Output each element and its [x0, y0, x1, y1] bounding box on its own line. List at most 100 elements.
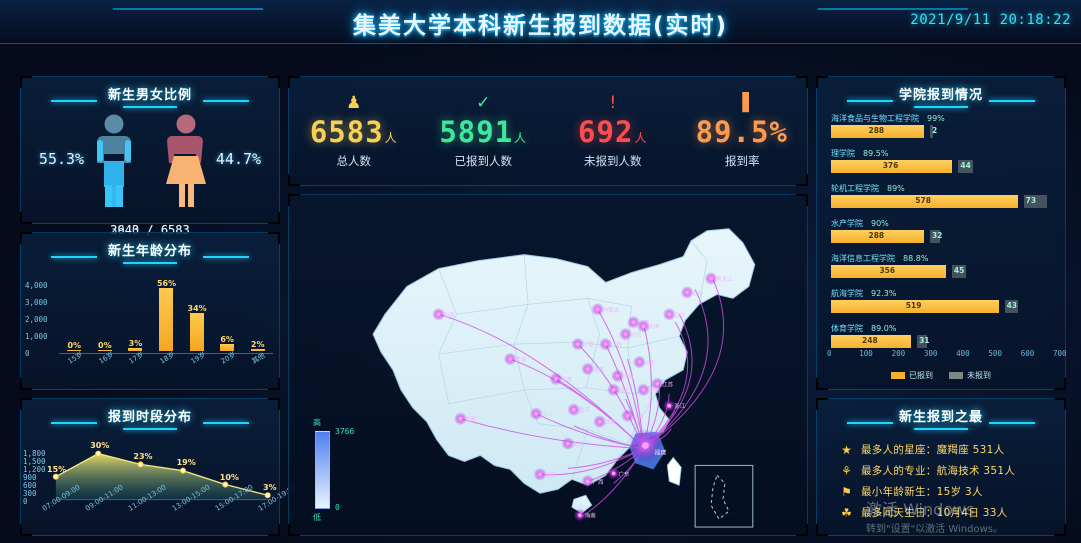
- province-node[interactable]: [623, 332, 628, 337]
- record-item: ★ 最多人的星座：魔羯座 531人: [839, 439, 1053, 460]
- legend-item[interactable]: 已报到: [891, 370, 933, 381]
- people-icon: ♟: [346, 93, 362, 113]
- college-bar-done[interactable]: [831, 160, 953, 173]
- female-stat: 44.7% 2943 / 6583: [110, 111, 261, 237]
- bar-value-label: 6%: [220, 335, 234, 345]
- province-node[interactable]: [667, 403, 672, 408]
- college-bar-done[interactable]: [831, 300, 999, 313]
- province-node[interactable]: [577, 513, 582, 518]
- college-name: 理学院: [831, 149, 855, 158]
- college-axis-tick: 300: [923, 349, 938, 358]
- data-point: [222, 481, 229, 488]
- province-node[interactable]: [655, 382, 660, 386]
- male-stat: 55.3% 3640 / 6583: [39, 111, 190, 237]
- college-bar-done[interactable]: [831, 230, 924, 243]
- province-label: 吉林: [692, 289, 703, 297]
- province-node[interactable]: [575, 342, 580, 347]
- x-axis-line: [59, 353, 273, 354]
- province-node[interactable]: [641, 387, 646, 392]
- data-point: [95, 450, 102, 457]
- province-node[interactable]: [554, 377, 558, 381]
- china-map-svg[interactable]: 新疆内蒙古黑龙江吉林辽宁北京天津河北山西陕西甘肃青海宁夏四川重庆贵州云南广西广东…: [289, 195, 807, 535]
- college-row: 体育学院 89.0% 248 31: [831, 323, 1055, 349]
- province-node[interactable]: [641, 324, 646, 329]
- college-bar-missing[interactable]: [917, 335, 928, 348]
- bar-value-label: 2%: [250, 339, 265, 349]
- realtime-clock: 2021/9/11 20:18:22: [910, 12, 1071, 28]
- province-node[interactable]: [685, 290, 690, 295]
- kpi-card: ! 692人 未报到人数: [548, 93, 678, 169]
- province-node[interactable]: [625, 413, 630, 418]
- province-node[interactable]: [595, 307, 600, 312]
- province-node[interactable]: [637, 360, 642, 364]
- province-node[interactable]: [631, 320, 636, 325]
- y-tick-label: 1,000: [25, 332, 48, 341]
- college-bar-missing[interactable]: [958, 160, 973, 173]
- province-node[interactable]: [565, 441, 570, 446]
- bar: [158, 288, 174, 351]
- college-bar-track: 519 43: [831, 300, 1055, 313]
- china-map-panel[interactable]: 新疆内蒙古黑龙江吉林辽宁北京天津河北山西陕西甘肃青海宁夏四川重庆贵州云南广西广东…: [288, 194, 808, 536]
- college-bar-done[interactable]: [831, 335, 912, 348]
- y-tick-label: 600: [23, 481, 37, 490]
- province-node[interactable]: [538, 472, 542, 477]
- province-node[interactable]: [571, 407, 576, 412]
- college-missing-value: 45: [953, 266, 965, 275]
- title-decoration: [29, 256, 271, 266]
- college-name-row: 海洋食品与生物工程学院 99%: [831, 113, 1055, 124]
- province-node[interactable]: [534, 411, 538, 416]
- bar-value-label: 56%: [156, 279, 177, 289]
- college-bar-missing[interactable]: [929, 125, 933, 138]
- college-name-row: 航海学院 92.3%: [831, 288, 1055, 299]
- point-value-label: 10%: [219, 472, 239, 482]
- gender-panel-title: 新生男女比例: [107, 88, 192, 103]
- data-point: [137, 461, 144, 468]
- college-axis-tick: 600: [1020, 349, 1035, 358]
- age-bar-chart: 0 1,000 2,000 3,000 4,000 0% 15岁 0% 16岁 3% 17岁 56% 1…: [21, 267, 279, 389]
- college-bar-track: 356 45: [831, 265, 1055, 278]
- point-value-label: 3%: [263, 483, 277, 493]
- college-bar-done[interactable]: [831, 125, 924, 138]
- province-node[interactable]: [603, 342, 608, 347]
- province-node[interactable]: [458, 416, 463, 421]
- college-checkin-panel: 学院报到情况 海洋食品与生物工程学院 99% 288 2 理学院 89.5% 376 44 轮机…: [816, 76, 1067, 390]
- province-node[interactable]: [597, 419, 602, 424]
- college-done-value: 356: [879, 266, 896, 275]
- college-bar-missing[interactable]: [951, 265, 967, 278]
- college-bar-done[interactable]: [831, 195, 1018, 208]
- college-missing-value: 2: [931, 126, 938, 135]
- college-done-value: 578: [915, 196, 931, 205]
- province-node[interactable]: [585, 367, 590, 371]
- college-row: 理学院 89.5% 376 44: [831, 148, 1055, 174]
- college-name: 海洋信息工程学院: [831, 254, 895, 263]
- legend-item[interactable]: 未报到: [949, 370, 991, 381]
- y-tick-label: 300: [23, 489, 37, 498]
- province-node[interactable]: [436, 312, 441, 317]
- kpi-value: 6583人: [309, 115, 398, 149]
- province-label: 天津: [648, 324, 659, 331]
- province-node[interactable]: [642, 442, 649, 449]
- college-bar-missing[interactable]: [1004, 300, 1019, 313]
- point-value-label: 15%: [47, 464, 67, 474]
- province-node[interactable]: [611, 387, 616, 392]
- point-value-label: 30%: [90, 441, 110, 451]
- kpi-value: 5891人: [439, 115, 528, 149]
- y-tick-label: 1,200: [23, 465, 46, 474]
- province-label: 河北: [631, 331, 642, 339]
- college-done-value: 376: [882, 161, 899, 170]
- time-area-chart: 0 300 600 900 1,200 1,500 1,800 15% 07:00-09:00 3…: [21, 433, 298, 535]
- college-done-value: 288: [868, 126, 885, 135]
- province-node[interactable]: [508, 357, 513, 361]
- college-rate: 88.8%: [903, 254, 929, 263]
- college-bar-track: 288 32: [831, 230, 1055, 243]
- province-node[interactable]: [615, 374, 620, 378]
- province-node[interactable]: [611, 471, 616, 476]
- college-bar-done[interactable]: [831, 265, 946, 278]
- college-bar-missing[interactable]: [1023, 195, 1048, 208]
- province-node[interactable]: [585, 479, 590, 484]
- province-node[interactable]: [709, 276, 713, 281]
- college-row: 轮机工程学院 89% 578 73: [831, 183, 1055, 209]
- college-name: 海洋食品与生物工程学院: [831, 114, 919, 123]
- province-node[interactable]: [667, 312, 672, 317]
- college-bar-missing[interactable]: [929, 230, 941, 243]
